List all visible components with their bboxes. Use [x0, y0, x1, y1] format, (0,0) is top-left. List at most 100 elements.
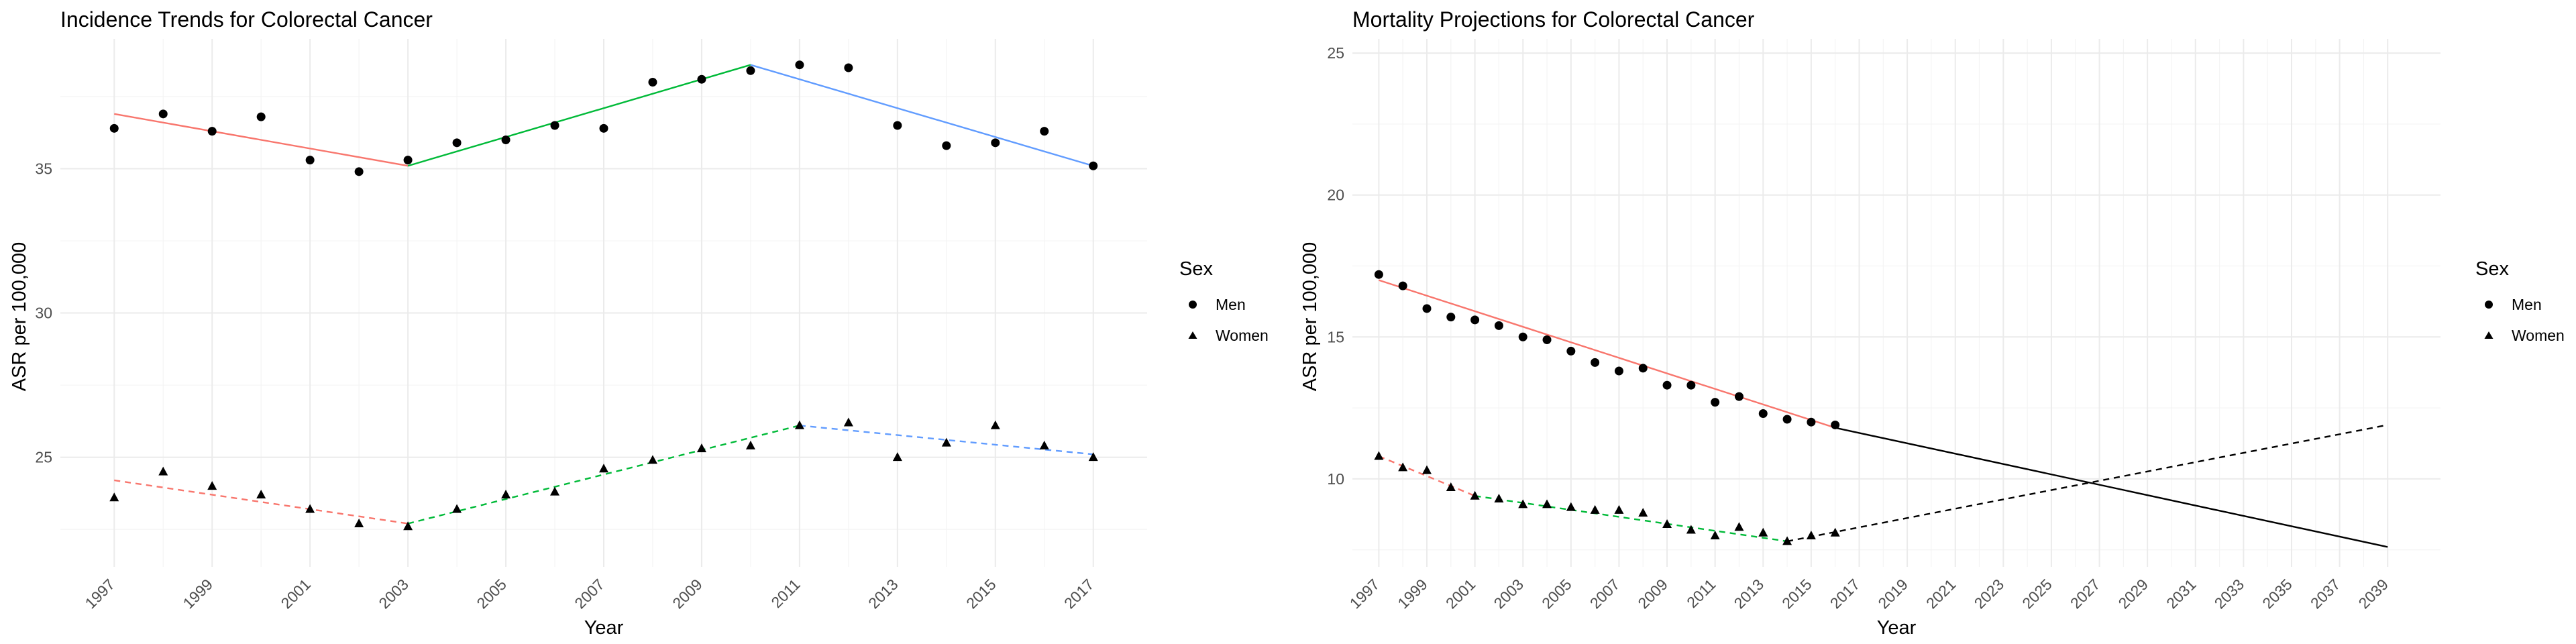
- mortality-y-tick-label: 25: [1327, 44, 1344, 62]
- mortality-men-point: [1614, 366, 1623, 376]
- mortality-women-point: [1398, 462, 1408, 472]
- incidence-women-point: [794, 420, 804, 429]
- incidence-men-point: [942, 141, 951, 150]
- mortality-women-point: [1758, 527, 1768, 537]
- incidence-legend-women-label: Women: [1216, 327, 1269, 344]
- mortality-x-ticks: 1997 1999 2001 2003 2005 2007 2009 2011 2013 2015…: [1346, 576, 2392, 612]
- mortality-men-trend-line: [1835, 427, 2388, 548]
- incidence-women-point: [647, 455, 657, 464]
- mortality-women-point: [1782, 536, 1792, 545]
- incidence-men-point: [795, 60, 804, 70]
- incidence-men-point: [991, 138, 1000, 148]
- mortality-women-point: [1710, 530, 1720, 539]
- mortality-men-point: [1686, 380, 1696, 390]
- mortality-women-point: [1446, 482, 1456, 492]
- mortality-x-tick-label: 2001: [1442, 576, 1479, 612]
- incidence-women-trend-line: [407, 425, 800, 525]
- mortality-x-axis-label: Year: [1877, 617, 1917, 639]
- incidence-chart-title: Incidence Trends for Colorectal Cancer: [60, 7, 433, 32]
- incidence-x-tick-label: 2013: [865, 576, 902, 612]
- incidence-y-tick-label: 30: [35, 305, 52, 322]
- incidence-marks: [109, 60, 1098, 531]
- incidence-legend: Sex Men Women: [1179, 258, 1269, 344]
- incidence-women-point: [354, 518, 364, 527]
- mortality-legend-women-marker: [2484, 331, 2493, 339]
- mortality-x-tick-label: 2009: [1634, 576, 1671, 612]
- incidence-women-point: [550, 486, 560, 496]
- incidence-x-axis-label: Year: [584, 617, 624, 639]
- mortality-x-tick-label: 2035: [2259, 576, 2296, 612]
- mortality-grid: [1352, 39, 2440, 567]
- mortality-men-point: [1494, 321, 1503, 330]
- incidence-x-tick-label: 2001: [277, 576, 314, 612]
- incidence-women-point: [452, 504, 462, 513]
- incidence-y-tick-label: 35: [35, 160, 52, 178]
- mortality-women-point: [1638, 508, 1648, 517]
- incidence-panel: Incidence Trends for Colorectal Cancer 2…: [9, 7, 1269, 639]
- incidence-grid: [60, 39, 1147, 567]
- incidence-women-point: [501, 489, 511, 498]
- mortality-women-point: [1494, 493, 1504, 502]
- mortality-men-point: [1374, 270, 1383, 279]
- incidence-men-point: [256, 112, 266, 121]
- mortality-legend-men-marker: [2485, 301, 2493, 309]
- incidence-men-trend-line: [407, 64, 751, 167]
- mortality-women-point: [1806, 530, 1816, 539]
- mortality-women-point: [1830, 527, 1840, 537]
- incidence-men-point: [1040, 127, 1049, 136]
- incidence-y-ticks: 25 30 35: [35, 160, 52, 466]
- mortality-men-point: [1782, 415, 1792, 424]
- mortality-men-point: [1542, 335, 1552, 345]
- mortality-men-point: [1518, 332, 1527, 341]
- mortality-women-point: [1734, 522, 1744, 531]
- incidence-women-point: [305, 504, 315, 513]
- incidence-women-point: [109, 492, 119, 502]
- mortality-women-trend-line: [1378, 455, 1476, 497]
- incidence-men-trend-line: [114, 113, 409, 167]
- incidence-men-point: [746, 66, 755, 75]
- mortality-men-point: [1422, 304, 1432, 313]
- mortality-x-tick-label: 2021: [1923, 576, 1960, 612]
- mortality-men-point: [1734, 392, 1743, 401]
- incidence-women-point: [696, 443, 706, 453]
- incidence-x-tick-label: 2011: [767, 576, 803, 611]
- mortality-women-point: [1590, 504, 1600, 514]
- mortality-x-tick-label: 2031: [2163, 576, 2200, 612]
- mortality-y-tick-label: 10: [1327, 470, 1344, 488]
- mortality-men-point: [1398, 281, 1407, 290]
- incidence-x-ticks: 1997 1999 2001 2003 2005 2007 2009 2011 2013 2015…: [82, 576, 1097, 612]
- mortality-women-point: [1614, 504, 1624, 514]
- incidence-women-point: [256, 489, 266, 498]
- incidence-women-point: [599, 464, 608, 473]
- incidence-legend-title: Sex: [1179, 258, 1213, 280]
- incidence-women-point: [941, 437, 951, 447]
- incidence-women-point: [1088, 452, 1098, 462]
- incidence-men-point: [109, 123, 119, 133]
- mortality-x-tick-label: 2019: [1874, 576, 1911, 612]
- mortality-y-tick-label: 20: [1327, 186, 1344, 204]
- incidence-men-point: [550, 121, 559, 130]
- mortality-x-tick-label: 2007: [1587, 576, 1623, 612]
- incidence-men-point: [158, 109, 168, 119]
- incidence-men-point: [403, 156, 413, 165]
- mortality-legend-women-label: Women: [2512, 327, 2565, 344]
- mortality-women-point: [1566, 502, 1576, 511]
- incidence-men-point: [501, 136, 511, 145]
- mortality-x-tick-label: 2011: [1683, 576, 1719, 611]
- incidence-x-tick-label: 2003: [375, 576, 412, 612]
- mortality-men-point: [1638, 364, 1648, 373]
- mortality-men-point: [1831, 420, 1840, 429]
- mortality-legend: Sex Men Women: [2475, 258, 2565, 344]
- incidence-men-point: [844, 63, 853, 72]
- mortality-men-point: [1758, 409, 1768, 419]
- mortality-men-point: [1446, 313, 1456, 322]
- mortality-men-point: [1711, 398, 1720, 407]
- mortality-x-tick-label: 2017: [1827, 576, 1864, 612]
- mortality-panel: Mortality Projections for Colorectal Can…: [1299, 7, 2565, 639]
- mortality-chart-title: Mortality Projections for Colorectal Can…: [1352, 7, 1755, 32]
- incidence-women-point: [158, 466, 168, 476]
- incidence-x-tick-label: 1997: [82, 576, 119, 612]
- mortality-men-trend-line: [1379, 279, 1836, 429]
- incidence-women-trend-line: [114, 479, 409, 525]
